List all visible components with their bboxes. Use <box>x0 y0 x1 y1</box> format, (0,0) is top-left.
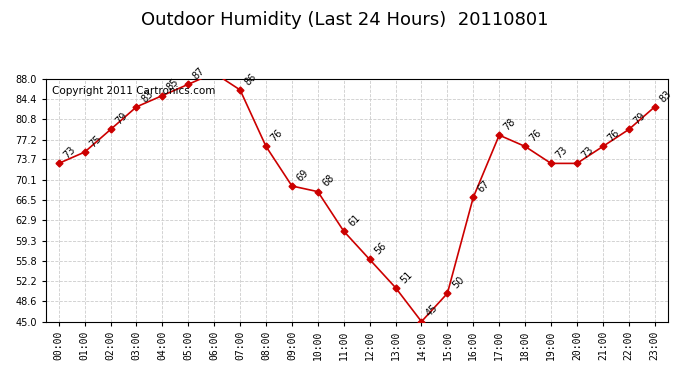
Text: 76: 76 <box>269 128 284 144</box>
Text: 78: 78 <box>502 117 518 132</box>
Text: 85: 85 <box>165 77 181 93</box>
Text: 83: 83 <box>139 88 155 104</box>
Text: 61: 61 <box>346 213 362 228</box>
Text: 50: 50 <box>450 275 466 291</box>
Text: 76: 76 <box>606 128 622 144</box>
Text: Copyright 2011 Cartronics.com: Copyright 2011 Cartronics.com <box>52 86 215 96</box>
Text: 75: 75 <box>88 134 103 149</box>
Text: 45: 45 <box>424 303 440 319</box>
Text: 79: 79 <box>113 111 129 127</box>
Text: 73: 73 <box>61 145 77 160</box>
Text: 51: 51 <box>398 269 414 285</box>
Text: 83: 83 <box>658 88 673 104</box>
Text: 79: 79 <box>631 111 647 127</box>
Text: 89: 89 <box>0 374 1 375</box>
Text: 76: 76 <box>528 128 544 144</box>
Text: 73: 73 <box>580 145 595 160</box>
Text: 86: 86 <box>243 71 259 87</box>
Text: 67: 67 <box>476 179 492 195</box>
Text: 56: 56 <box>373 241 388 256</box>
Text: Outdoor Humidity (Last 24 Hours)  20110801: Outdoor Humidity (Last 24 Hours) 2011080… <box>141 11 549 29</box>
Text: 87: 87 <box>191 66 207 81</box>
Text: 69: 69 <box>295 168 310 183</box>
Text: 68: 68 <box>321 173 336 189</box>
Text: 73: 73 <box>554 145 570 160</box>
